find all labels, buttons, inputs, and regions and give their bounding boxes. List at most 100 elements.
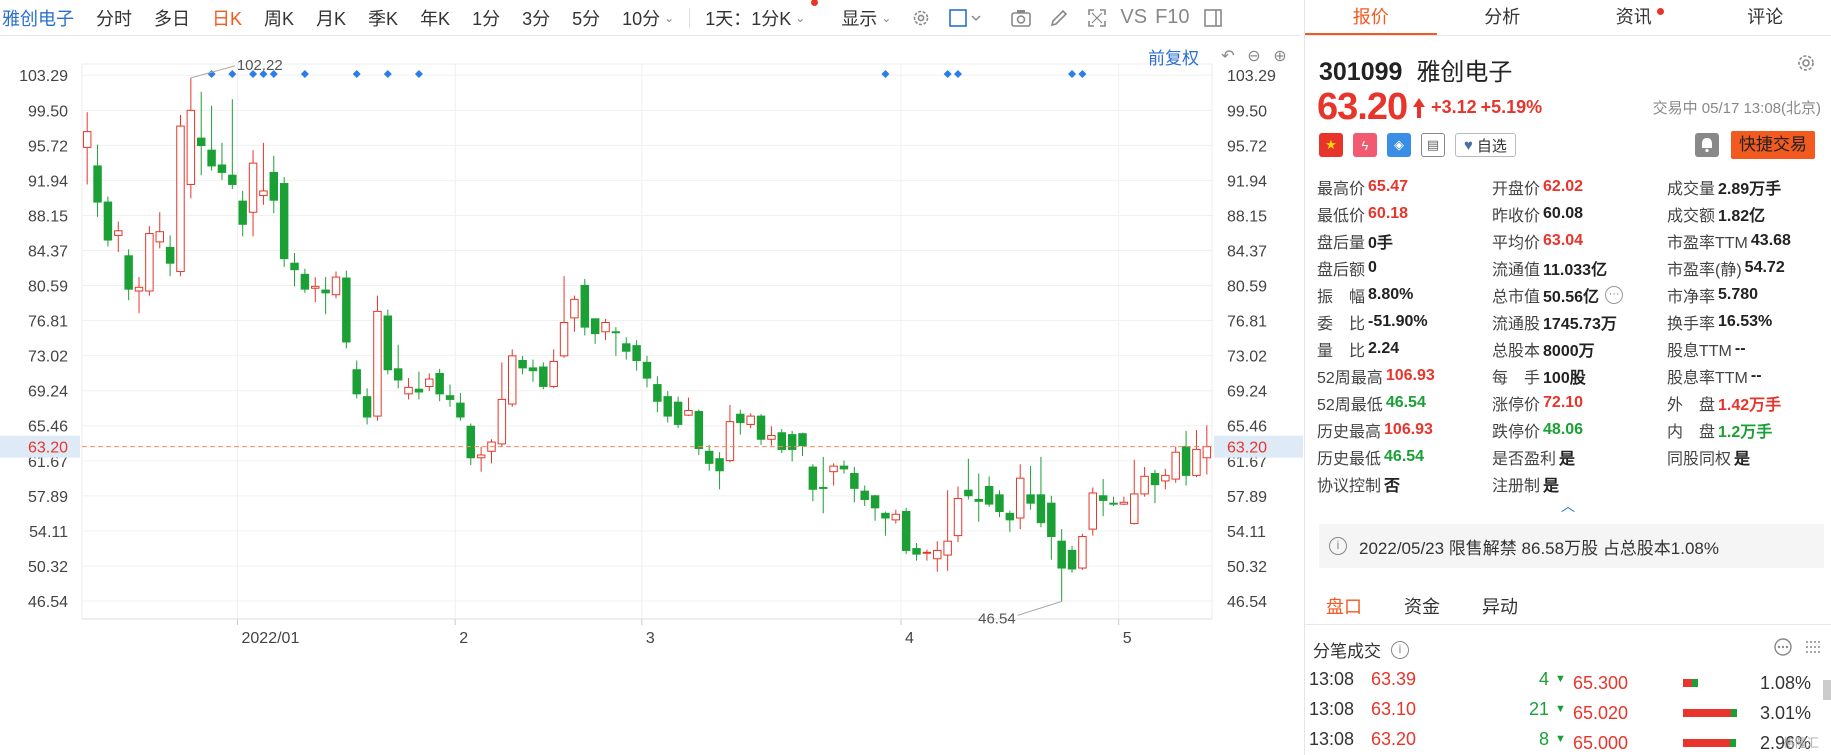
stat-label: 最低价 — [1317, 208, 1366, 226]
stat-item: 股息TTM -- — [1667, 338, 1827, 361]
y-tick-label-left: 73.02 — [28, 349, 68, 366]
kline-chart-area[interactable]: 103.29 99.50 95.72 91.94 88.15 84.37 80.59 76.8… — [0, 36, 1303, 755]
tab-quote[interactable]: 报价 — [1305, 0, 1437, 35]
event-marker — [259, 70, 268, 78]
period-tab-6[interactable]: 季K — [368, 8, 399, 29]
candle-body-down — [528, 367, 538, 372]
candle — [456, 392, 465, 421]
undo-icon[interactable]: ↶ — [1221, 48, 1235, 65]
candle — [352, 360, 361, 399]
subtab-orderbook[interactable]: 盘口 — [1326, 597, 1362, 617]
candle-body-up — [259, 190, 268, 197]
candle — [891, 509, 901, 524]
stat-label: 平均价 — [1492, 235, 1541, 253]
bell-icon[interactable] — [1695, 133, 1719, 157]
kline-chart[interactable]: 103.29 99.50 95.72 91.94 88.15 84.37 80.59 76.8… — [0, 36, 1303, 755]
vs-button[interactable]: VS — [1120, 6, 1148, 28]
y-tick-label-left: 69.24 — [28, 384, 68, 401]
zoom-in-icon[interactable]: ⊕ — [1273, 48, 1287, 65]
period-tab-1[interactable]: 分时 — [96, 8, 132, 29]
period-tab-7[interactable]: 年K — [420, 8, 451, 29]
candle-body-down — [414, 388, 424, 393]
info-icon[interactable]: i — [1391, 640, 1409, 659]
stat-item: 盘后额 0 — [1317, 257, 1492, 280]
f10-button[interactable]: F10 — [1155, 6, 1190, 28]
gear-icon[interactable] — [1795, 52, 1817, 74]
chevron-up-icon[interactable]: ︿ — [1561, 498, 1575, 514]
stat-value: 2.24 — [1368, 340, 1400, 358]
tag-icon[interactable]: ◈ — [1387, 133, 1411, 157]
stat-label: 历史最低 — [1317, 451, 1382, 469]
candle-body-up — [570, 298, 579, 319]
candle-body-up — [404, 386, 413, 395]
candle — [767, 426, 776, 446]
candle — [404, 378, 413, 400]
candle-body-down — [217, 164, 227, 173]
candle — [373, 295, 382, 421]
y-tick-label-left: 50.32 — [28, 559, 68, 576]
lightning-icon[interactable]: ϟ — [1353, 133, 1377, 157]
candle-body-up — [922, 551, 932, 554]
depth-bar-green — [1731, 709, 1737, 717]
stat-value: -- — [1734, 340, 1746, 358]
depth-bar — [1683, 679, 1743, 687]
candle-body-down — [881, 512, 890, 519]
candle-body-down — [300, 273, 310, 290]
stat-value: 50.56亿 — [1543, 289, 1600, 307]
stat-value: -- — [1750, 367, 1762, 385]
camera-icon[interactable] — [1010, 7, 1032, 29]
panel-toggle-icon[interactable] — [1202, 7, 1224, 29]
stat-label: 同股同权 — [1667, 451, 1732, 469]
market-status: 交易中 05/17 13:08(北京) — [1652, 100, 1821, 117]
quick-trade-button[interactable]: 快捷交易 — [1731, 131, 1815, 159]
list-icon[interactable] — [1803, 637, 1823, 657]
subtab-movement[interactable]: 异动 — [1482, 597, 1518, 617]
gear-icon[interactable] — [910, 7, 932, 29]
candle — [1181, 430, 1191, 486]
period-tab-10[interactable]: 5分 — [572, 8, 601, 29]
chart-style-dropdown[interactable] — [948, 7, 984, 29]
scrollbar[interactable] — [1823, 680, 1831, 700]
price-adjust-dropdown[interactable]: 前复权 — [1148, 49, 1199, 68]
period-tab-9[interactable]: 3分 — [522, 8, 551, 29]
depth-bar — [1683, 709, 1743, 717]
candle-body-up — [1119, 501, 1129, 505]
more-icon[interactable] — [1773, 637, 1793, 657]
x-tick-label: 3 — [646, 630, 655, 647]
stat-value: 1.42万手 — [1718, 397, 1782, 415]
more-icon[interactable]: ··· — [1605, 286, 1624, 305]
candle-body-down — [912, 548, 921, 555]
candle-body-down — [290, 262, 299, 271]
candle — [725, 404, 735, 463]
pencil-icon[interactable] — [1048, 7, 1070, 29]
stat-label: 市净率 — [1667, 289, 1716, 307]
period-tab-4[interactable]: 周K — [264, 8, 295, 29]
add-watchlist-button[interactable]: ♥ 自选 — [1455, 133, 1516, 157]
candle — [839, 460, 849, 474]
period-tab-3[interactable]: 日K — [212, 8, 243, 29]
tab-analysis[interactable]: 分析 — [1484, 7, 1521, 27]
tab-comments[interactable]: 评论 — [1747, 7, 1784, 27]
candle — [1171, 446, 1180, 483]
period-tab-more[interactable]: 10分 ⌄ — [611, 5, 685, 31]
period-tab-8[interactable]: 1分 — [472, 8, 501, 29]
multi-day-dropdown[interactable]: 1天：1分K ⌄ — [694, 0, 819, 31]
candle — [414, 371, 424, 400]
y-tick-label-right: 50.32 — [1227, 559, 1267, 576]
period-tab-5[interactable]: 月K — [316, 8, 347, 29]
candle-body-up — [248, 162, 258, 213]
candle — [145, 226, 154, 296]
tab-news[interactable]: 资讯 — [1568, 0, 1700, 35]
fullscreen-icon[interactable] — [1086, 7, 1108, 29]
lockup-notice[interactable]: i 2022/05/23 限售解禁 86.58万股 占总股本1.08% — [1319, 524, 1824, 568]
subtab-capital[interactable]: 资金 — [1404, 597, 1440, 617]
period-tab-2[interactable]: 多日 — [154, 8, 190, 29]
zoom-out-icon[interactable]: ⊖ — [1247, 48, 1261, 65]
candle-body-down — [704, 450, 714, 464]
candle — [331, 271, 341, 299]
candle — [787, 430, 797, 462]
stock-name-link[interactable]: 雅创电子 — [2, 8, 74, 29]
bookmark-icon[interactable]: ▤ — [1421, 133, 1445, 157]
candle — [673, 396, 683, 429]
display-dropdown[interactable]: 显示 ⌄ — [830, 5, 902, 31]
